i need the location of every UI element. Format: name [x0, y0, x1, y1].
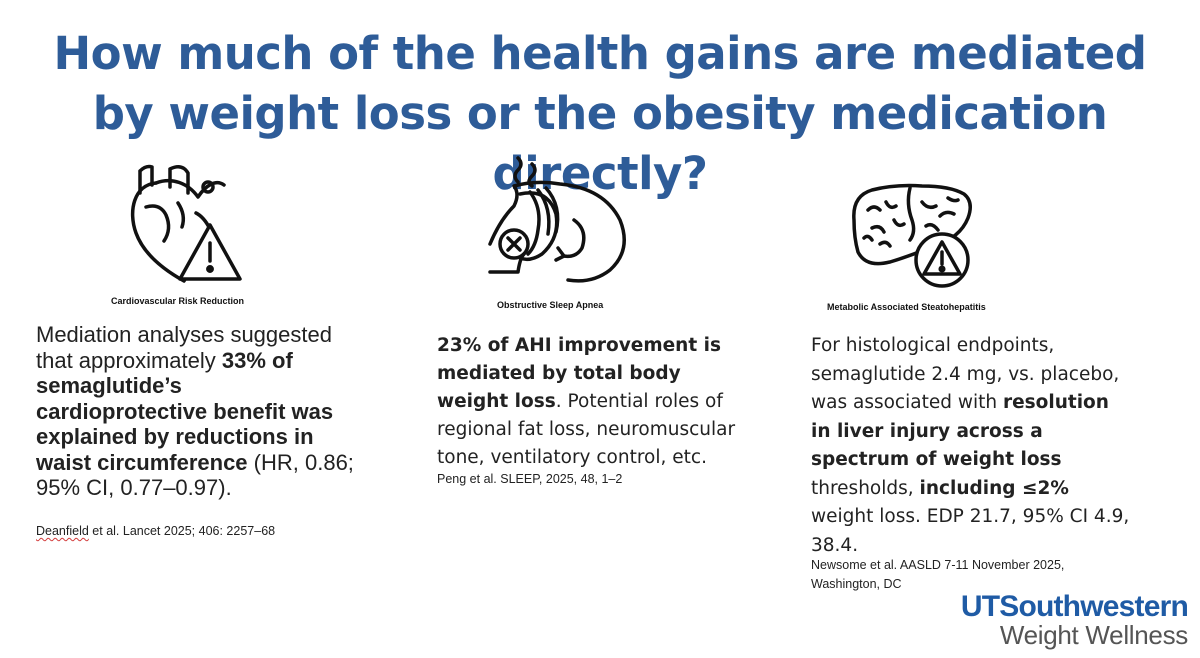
- sleep-apnea-body: 23% of AHI improvement is mediated by to…: [437, 332, 757, 472]
- body-text: thresholds,: [811, 477, 920, 499]
- heart-warning-icon: [130, 164, 242, 283]
- cardiovascular-body: Mediation analyses suggested that approx…: [36, 322, 356, 501]
- body-text: weight loss. EDP 21.7, 95% CI 4.9, 38.4.: [811, 506, 1130, 556]
- slide-title: How much of the health gains are mediate…: [53, 27, 1147, 200]
- body-text-bold: 33% of semaglutide’s cardioprotective be…: [36, 347, 334, 475]
- body-text-bold: resolution in liver injury across a spec…: [811, 392, 1109, 470]
- caption-sleep-apnea: Obstructive Sleep Apnea: [497, 300, 604, 310]
- caption-cardiovascular: Cardiovascular Risk Reduction: [111, 296, 245, 306]
- body-text: (HR, 0.86; 95% CI, 0.77–0.97).: [36, 449, 354, 501]
- steatohepatitis-body: For histological endpoints, semaglutide …: [811, 332, 1131, 560]
- citation-sleep-apnea: Peng et al. SLEEP, 2025, 48, 1–2: [437, 472, 623, 486]
- caption-steatohepatitis: Metabolic Associated Steatohepatitis: [827, 302, 986, 312]
- sleep-apnea-head-icon: [488, 156, 626, 283]
- utsw-logo-subtitle: Weight Wellness: [999, 620, 1188, 650]
- body-text-bold: 23% of AHI improvement is mediated by to…: [437, 335, 721, 412]
- body-text: . Potential roles of regional fat loss, …: [437, 391, 736, 468]
- citation-author: Deanfield: [36, 524, 89, 538]
- citation-rest: et al. Lancet 2025; 406: 2257–68: [88, 524, 276, 538]
- utsw-logo: UTSouthwestern: [960, 590, 1189, 623]
- body-text-bold: including ≤2%: [919, 477, 1069, 499]
- citation-steatohepatitis: Newsome et al. AASLD 7-11 November 2025,…: [811, 558, 1065, 591]
- body-text: Mediation analyses suggested that approx…: [36, 322, 332, 373]
- liver-warning-icon: [852, 183, 972, 288]
- body-text: For histological endpoints, semaglutide …: [811, 335, 1120, 413]
- citation-cardiovascular: Deanfield et al. Lancet 2025; 406: 2257–…: [36, 522, 275, 541]
